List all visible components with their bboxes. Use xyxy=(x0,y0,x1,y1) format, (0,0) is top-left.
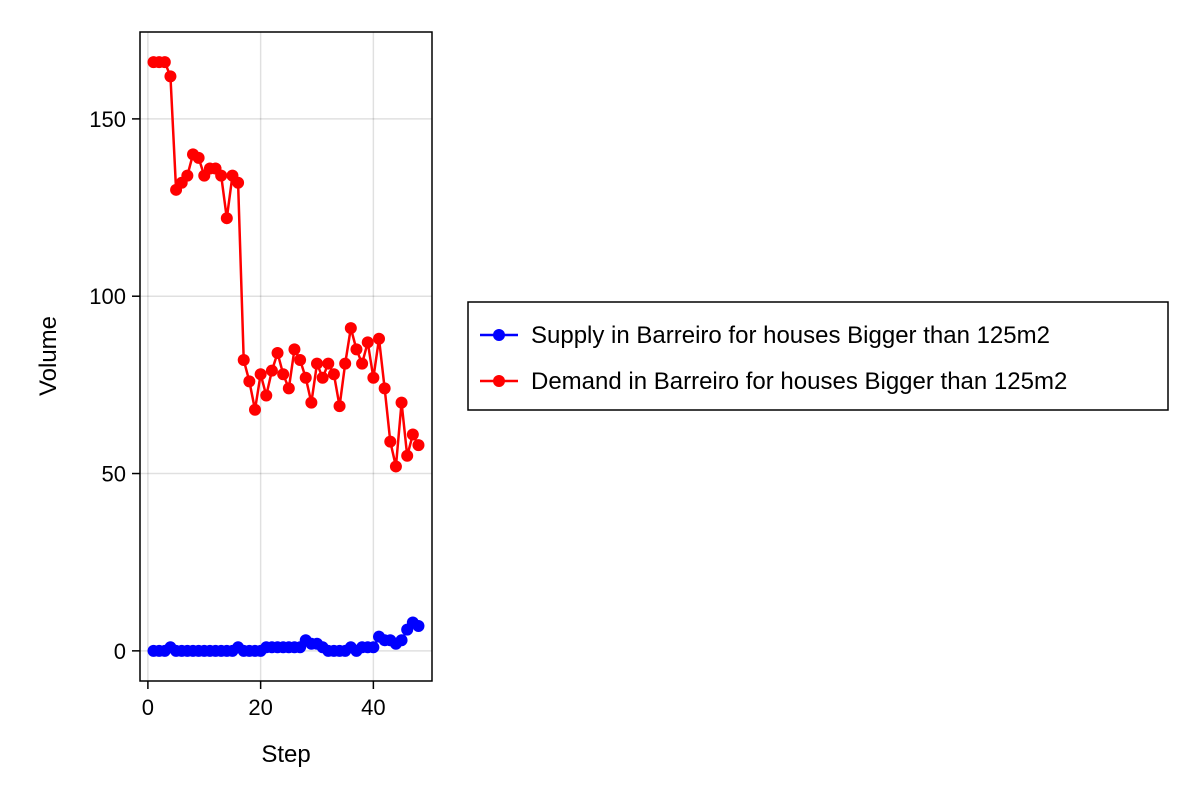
data-point xyxy=(220,212,233,225)
data-point xyxy=(327,368,340,381)
data-point xyxy=(378,382,391,395)
data-point xyxy=(282,382,295,395)
x-axis-label: Step xyxy=(261,741,310,768)
data-point xyxy=(333,400,346,413)
legend-marker xyxy=(493,329,505,341)
data-point xyxy=(361,336,374,349)
data-point xyxy=(277,368,290,381)
series-1 xyxy=(147,616,425,657)
data-point xyxy=(395,396,408,409)
data-point xyxy=(316,371,329,384)
data-point xyxy=(339,357,352,370)
y-tick-label: 150 xyxy=(89,107,126,132)
legend: Supply in Barreiro for houses Bigger tha… xyxy=(467,301,1169,411)
data-point xyxy=(395,634,408,647)
data-point xyxy=(265,364,278,377)
data-point xyxy=(158,56,171,69)
data-point xyxy=(299,371,312,384)
data-point xyxy=(237,354,250,367)
plot-frame xyxy=(139,31,433,682)
data-point xyxy=(389,460,402,473)
data-point xyxy=(344,322,357,335)
data-point xyxy=(254,368,267,381)
data-point xyxy=(288,343,301,356)
x-tick-label: 0 xyxy=(142,695,154,720)
data-point xyxy=(248,403,261,416)
data-point xyxy=(215,169,228,182)
data-point xyxy=(271,346,284,359)
y-axis-label: Volume xyxy=(35,316,62,396)
grid xyxy=(140,32,432,681)
legend-label: Demand in Barreiro for houses Bigger tha… xyxy=(531,368,1067,395)
x-tick-label: 40 xyxy=(361,695,385,720)
legend-label: Supply in Barreiro for houses Bigger tha… xyxy=(531,322,1050,349)
series-2 xyxy=(147,56,425,473)
data-point xyxy=(384,435,397,448)
data-point xyxy=(192,151,205,164)
data-point xyxy=(401,449,414,462)
data-point xyxy=(243,375,256,388)
data-point xyxy=(164,70,177,83)
data-point xyxy=(367,371,380,384)
legend-marker xyxy=(493,375,505,387)
y-tick-label: 0 xyxy=(114,639,126,664)
series-layer xyxy=(147,56,425,657)
data-point xyxy=(322,357,335,370)
data-point xyxy=(232,176,245,189)
data-point xyxy=(350,343,363,356)
data-point xyxy=(367,641,380,654)
data-point xyxy=(412,620,425,633)
legend-box xyxy=(467,301,1169,411)
data-point xyxy=(356,357,369,370)
legend-entry: Supply in Barreiro for houses Bigger tha… xyxy=(480,322,1050,349)
data-point xyxy=(294,354,307,367)
y-tick-label: 100 xyxy=(89,284,126,309)
data-point xyxy=(181,169,194,182)
data-point xyxy=(373,332,386,345)
series-line xyxy=(153,60,420,468)
data-point xyxy=(311,357,324,370)
data-point xyxy=(305,396,318,409)
x-tick-label: 20 xyxy=(248,695,272,720)
data-point xyxy=(406,428,419,441)
legend-entry: Demand in Barreiro for houses Bigger tha… xyxy=(480,368,1067,395)
axis-ticks: 0 20 40 0 50 100 150 xyxy=(89,107,385,720)
y-tick-label: 50 xyxy=(102,462,126,487)
data-point xyxy=(260,389,273,402)
data-point xyxy=(412,439,425,452)
